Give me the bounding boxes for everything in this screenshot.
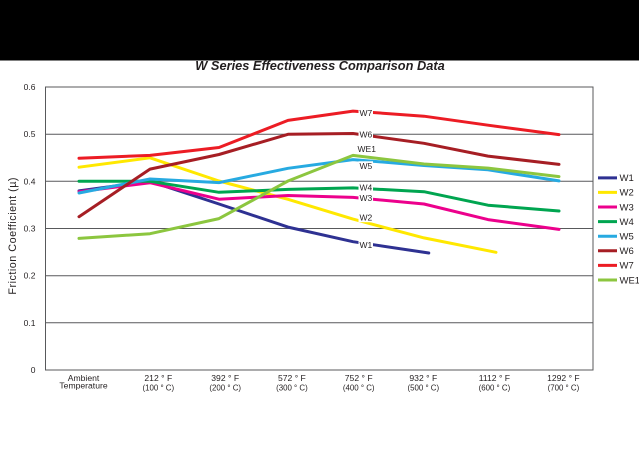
svg-text:WE1: WE1 (620, 275, 639, 286)
svg-text:Friction Coefficient (µ): Friction Coefficient (µ) (7, 177, 19, 295)
svg-text:W6: W6 (360, 130, 373, 140)
svg-text:572 ° F: 572 ° F (278, 373, 306, 383)
svg-text:W6: W6 (620, 246, 634, 257)
svg-text:W4: W4 (360, 183, 373, 193)
svg-text:932 ° F: 932 ° F (409, 373, 437, 383)
svg-text:0.6: 0.6 (24, 82, 36, 92)
svg-text:0.1: 0.1 (24, 318, 36, 328)
svg-text:0: 0 (31, 365, 36, 375)
svg-text:(200 ° C): (200 ° C) (209, 384, 241, 393)
svg-text:WE1: WE1 (358, 144, 377, 154)
svg-text:0.5: 0.5 (24, 129, 36, 139)
svg-text:1112 ° F: 1112 ° F (479, 373, 510, 383)
svg-text:W2: W2 (620, 188, 634, 199)
svg-text:752 ° F: 752 ° F (345, 373, 373, 383)
svg-text:W1: W1 (360, 240, 373, 250)
svg-text:(500 ° C): (500 ° C) (407, 384, 439, 393)
svg-text:0.2: 0.2 (24, 271, 36, 281)
svg-text:W3: W3 (360, 193, 373, 203)
svg-text:W Series Effectiveness Compari: W Series Effectiveness Comparison Data (195, 58, 444, 73)
svg-text:W7: W7 (360, 108, 373, 118)
svg-text:W5: W5 (620, 232, 634, 243)
svg-text:0.4: 0.4 (24, 176, 36, 186)
svg-text:W4: W4 (620, 217, 634, 228)
svg-text:Temperature: Temperature (59, 381, 107, 391)
svg-text:(600 ° C): (600 ° C) (479, 384, 511, 393)
svg-text:W2: W2 (360, 213, 373, 223)
svg-text:1292 ° F: 1292 ° F (547, 373, 580, 383)
svg-text:W7: W7 (620, 261, 634, 272)
svg-text:(100 ° C): (100 ° C) (142, 384, 174, 393)
svg-text:(700 ° C): (700 ° C) (548, 384, 580, 393)
svg-text:W5: W5 (360, 161, 373, 171)
svg-text:Ambient: Ambient (68, 373, 100, 383)
svg-text:(300 ° C): (300 ° C) (276, 384, 308, 393)
svg-text:(400 ° C): (400 ° C) (343, 384, 375, 393)
svg-text:W1: W1 (620, 173, 634, 184)
svg-text:0.3: 0.3 (24, 224, 36, 234)
svg-text:212 ° F: 212 ° F (144, 373, 172, 383)
svg-text:392 ° F: 392 ° F (211, 373, 239, 383)
svg-text:W3: W3 (620, 202, 634, 213)
